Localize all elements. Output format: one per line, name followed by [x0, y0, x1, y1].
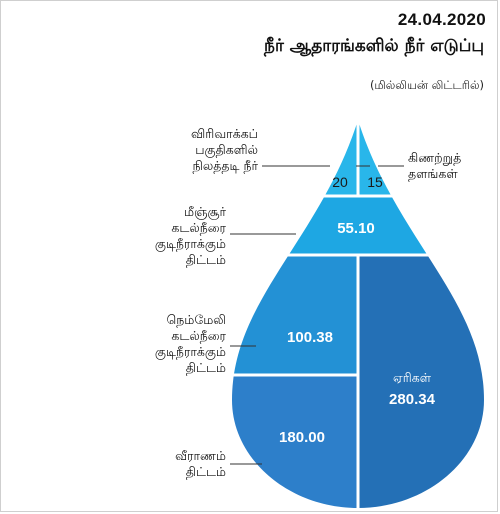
label-veeranam: வீராணம் திட்டம் — [118, 448, 226, 480]
label-nemmeli-line3: குடிநீராக்கும் — [154, 344, 226, 359]
label-groundwater-line2: பகுதிகளில் — [195, 142, 258, 157]
label-wells-line2: தளங்கள் — [408, 166, 458, 181]
leader-lines — [230, 165, 404, 465]
value-label-groundwater: 20 — [332, 174, 348, 190]
value-label-lakes: 280.34 — [389, 391, 436, 408]
label-minjur-line2: கடல்நீரை — [171, 220, 226, 235]
label-minjur: மீஞ்சூர் கடல்நீரை குடிநீராக்கும் திட்டம் — [118, 204, 226, 268]
label-minjur-line3: குடிநீராக்கும் — [154, 236, 226, 251]
value-label-wells: 15 — [367, 174, 383, 190]
value-label-veeranam: 180.00 — [279, 429, 325, 446]
label-groundwater: விரிவாக்கப் பகுதிகளில் நிலத்தடி நீர் — [128, 126, 258, 174]
label-wells-line1: கிணற்றுத் — [408, 150, 462, 165]
chart-title: நீர் ஆதாரங்களில் நீர் எடுப்பு — [264, 36, 484, 56]
segment-separators — [228, 115, 470, 510]
label-minjur-line1: மீஞ்சூர் — [183, 204, 226, 219]
value-label-nemmeli: 100.38 — [287, 329, 333, 346]
label-nemmeli-line2: கடல்நீரை — [171, 328, 226, 343]
label-nemmeli-line1: நெம்மேலி — [166, 312, 226, 327]
date-label: 24.04.2020 — [397, 10, 486, 29]
label-veeranam-line2: திட்டம் — [185, 464, 226, 479]
segment-name-lakes: ஏரிகள் — [393, 370, 432, 385]
label-nemmeli: நெம்மேலி கடல்நீரை குடிநீராக்கும் திட்டம் — [118, 312, 226, 376]
segment-lakes — [359, 256, 484, 508]
label-minjur-line4: திட்டம் — [185, 252, 226, 267]
segment-nemmeli — [232, 256, 357, 374]
label-groundwater-line3: நிலத்தடி நீர் — [192, 158, 258, 173]
label-veeranam-line1: வீராணம் — [175, 448, 226, 463]
label-wells: கிணற்றுத் தளங்கள் — [408, 150, 461, 182]
label-nemmeli-line4: திட்டம் — [185, 360, 226, 375]
label-groundwater-line1: விரிவாக்கப் — [190, 126, 258, 141]
value-label-minjur: 55.10 — [337, 220, 375, 237]
unit-label: (மில்லியன் லிட்டரில்) — [369, 78, 484, 92]
